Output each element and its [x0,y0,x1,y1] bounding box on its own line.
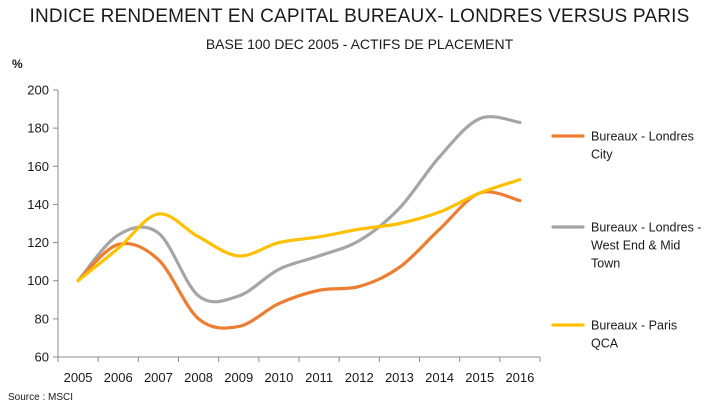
y-tick-label: 140 [27,197,49,212]
x-tick-label: 2009 [224,370,253,385]
legend-label-1: Bureaux - Londres -West End & Mid Town [591,221,701,271]
x-tick-label: 2011 [305,370,333,385]
x-tick-label: 2008 [184,370,213,385]
series-line-2 [76,178,522,283]
series-line-1 [76,115,522,304]
x-tick-label: 2012 [345,370,374,385]
y-unit-label: % [12,57,23,71]
source-note: Source : MSCI [8,392,74,403]
x-tick-label: 2016 [505,370,534,385]
y-tick-label: 60 [35,350,49,365]
x-tick-label: 2005 [64,370,93,385]
y-tick-label: 100 [27,273,49,288]
series-line-0 [76,190,522,330]
legend-label-2: Bureaux - Paris QCA [591,319,677,351]
x-tick-label: 2013 [385,370,414,385]
x-tick-label: 2007 [144,370,173,385]
axes: % 60 80 100 120 140 160 180 200 2005 2006 2007 2008 2… [12,57,541,385]
y-tick-label: 160 [27,159,49,174]
y-tick-label: 200 [27,83,49,98]
legend: Bureaux - Londres City Bureaux - Londres -… [551,130,701,351]
x-tick-label: 2010 [264,370,293,385]
y-tick-label: 80 [35,311,49,326]
chart-subtitle: BASE 100 DEC 2005 - ACTIFS DE PLACEMENT [205,36,514,52]
chart-title: INDICE RENDEMENT EN CAPITAL BUREAUX- LON… [29,6,690,27]
x-tick-label: 2006 [104,370,133,385]
y-tick-label: 120 [27,235,49,250]
series-lines [76,115,522,330]
x-tick-label: 2014 [425,370,454,385]
x-tick-label: 2015 [465,370,494,385]
legend-label-0: Bureaux - Londres City [591,130,694,162]
y-tick-label: 180 [27,121,49,136]
